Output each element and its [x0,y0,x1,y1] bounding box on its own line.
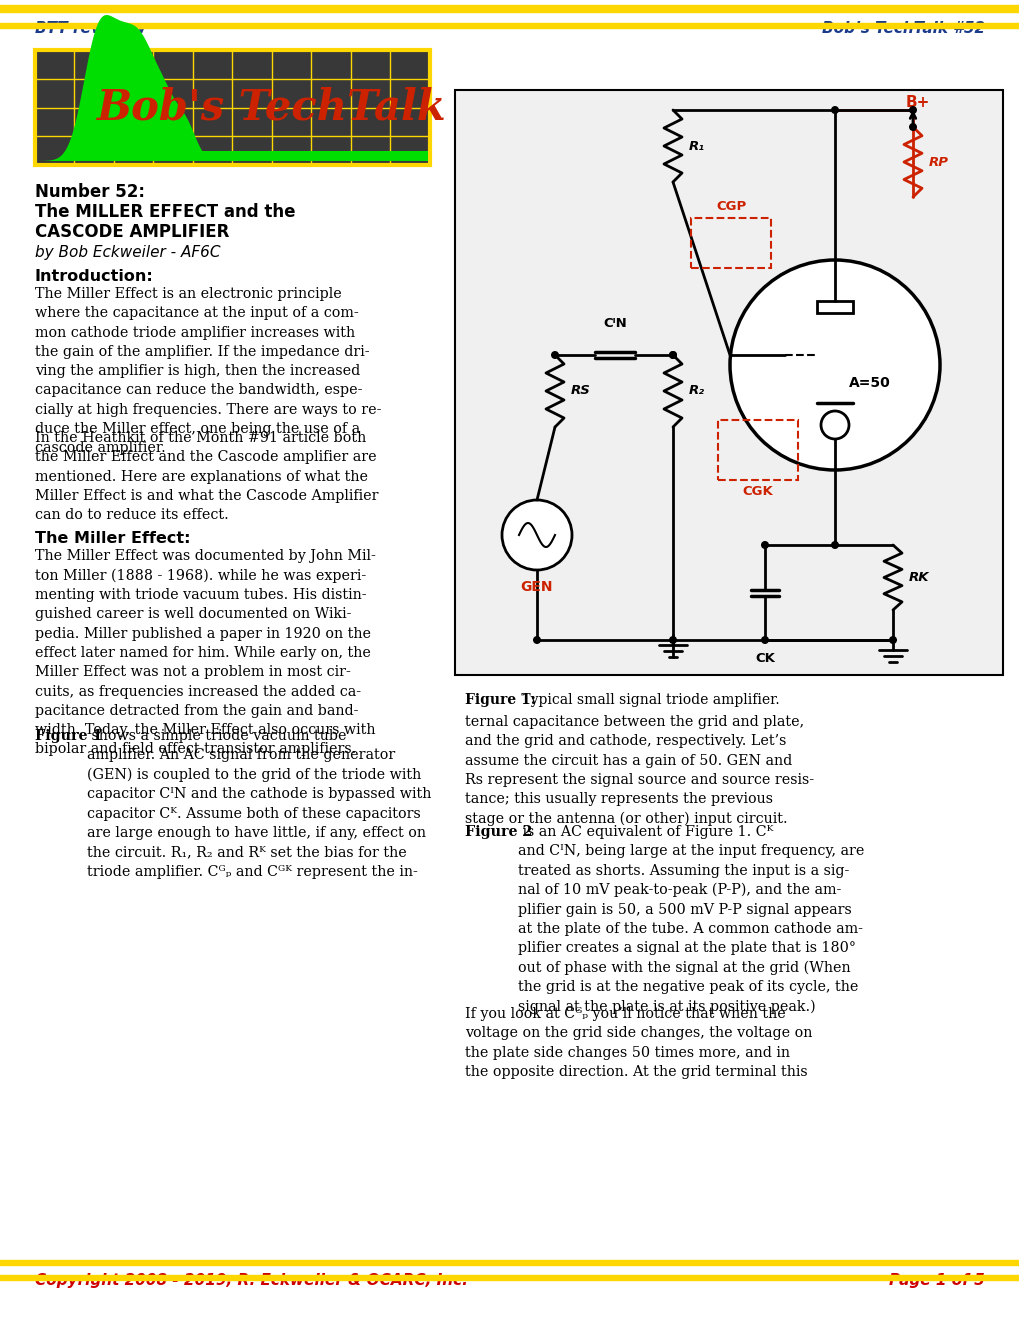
Circle shape [668,636,677,644]
Bar [0,22,1019,28]
Text: The Miller Effect is an electronic principle
where the capacitance at the input : The Miller Effect is an electronic princ… [35,286,381,455]
Bar [0,1275,1019,1280]
Text: GEN: GEN [521,579,552,594]
Text: by Bob Eckweiler - AF6C: by Bob Eckweiler - AF6C [35,246,220,260]
Text: RP: RP [928,156,948,169]
Polygon shape [37,15,428,161]
Text: Number 52:: Number 52: [35,183,145,201]
Circle shape [889,636,896,644]
Circle shape [760,541,768,549]
Text: RS: RS [571,384,590,397]
Bar [717,420,797,480]
Text: Figure 1: Figure 1 [35,729,102,743]
Bar [0,5,1019,12]
Text: Page 1 of 5: Page 1 of 5 [889,1272,984,1288]
Text: Figure 2: Figure 2 [465,825,532,840]
Text: The Miller Effect was documented by John Mil-
ton Miller (1888 - 1968). while he: The Miller Effect was documented by John… [35,549,376,756]
Circle shape [668,351,677,359]
Text: CGK: CGK [742,484,772,498]
Text: ternal capacitance between the grid and plate,
and the grid and cathode, respect: ternal capacitance between the grid and … [465,715,813,826]
Circle shape [501,500,572,570]
Text: Copyright 2008 - 2019, R. Eckweiler & OCARC, Inc.: Copyright 2008 - 2019, R. Eckweiler & OC… [35,1272,468,1288]
Text: CᴵΝ: CᴵΝ [602,317,627,330]
Text: If you look at Cᴳₚ you’ll notice that when the
voltage on the grid side changes,: If you look at Cᴳₚ you’ll notice that wh… [465,1007,811,1078]
Text: CK: CK [754,652,774,665]
Circle shape [550,351,558,359]
Text: RK: RK [908,572,928,583]
Circle shape [760,636,768,644]
Circle shape [668,351,677,359]
Text: CASCODE AMPLIFIER: CASCODE AMPLIFIER [35,223,229,242]
Bar [816,301,852,313]
Text: R₁: R₁ [688,140,704,153]
Text: Introduction:: Introduction: [35,269,154,284]
Bar [35,50,430,165]
Bar [0,1261,1019,1265]
Text: is an AC equivalent of Figure 1. Cᴷ
and CᴵΝ, being large at the input frequency,: is an AC equivalent of Figure 1. Cᴷ and … [518,825,863,1014]
Circle shape [908,123,916,131]
Text: shows a simple triode vacuum tube
amplifier. An AC signal from the generator
(GE: shows a simple triode vacuum tube amplif… [87,729,431,879]
Text: Bob’s TechTalk #52: Bob’s TechTalk #52 [821,21,984,36]
Text: R₂: R₂ [688,384,704,397]
Circle shape [820,411,848,440]
Circle shape [730,260,940,470]
Text: The Miller Effect:: The Miller Effect: [35,531,191,546]
Text: BTT rev. new: BTT rev. new [35,21,146,36]
Text: B+: B+ [905,95,929,110]
Text: Bob's TechTalk: Bob's TechTalk [97,87,446,128]
Text: In the Heathkit of the Month #91 article both
the Miller Effect and the Cascode : In the Heathkit of the Month #91 article… [35,432,378,523]
Bar [691,218,770,268]
Circle shape [830,106,839,114]
Text: CGP: CGP [715,199,746,213]
Text: Figure 1:: Figure 1: [465,693,535,708]
Text: The MILLER EFFECT and the: The MILLER EFFECT and the [35,203,296,220]
Text: A=50: A=50 [848,376,890,389]
Bar [454,90,1002,675]
Circle shape [533,636,540,644]
Circle shape [830,541,839,549]
Circle shape [908,106,916,114]
Text: Typical small signal triode amplifier.: Typical small signal triode amplifier. [517,693,779,708]
